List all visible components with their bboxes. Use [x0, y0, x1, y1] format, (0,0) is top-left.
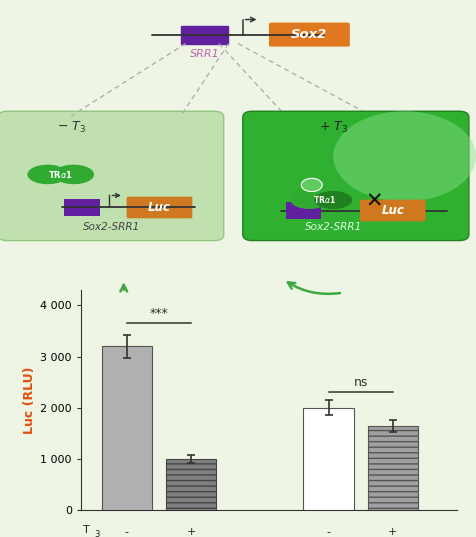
- FancyBboxPatch shape: [64, 199, 100, 216]
- FancyBboxPatch shape: [181, 26, 228, 43]
- FancyBboxPatch shape: [0, 111, 224, 241]
- Text: ✕: ✕: [365, 192, 382, 212]
- Text: $-\ T_3$: $-\ T_3$: [57, 120, 86, 135]
- FancyBboxPatch shape: [286, 202, 321, 219]
- Text: T: T: [83, 525, 90, 535]
- Ellipse shape: [28, 165, 68, 184]
- Bar: [166, 459, 216, 510]
- Ellipse shape: [53, 165, 94, 184]
- Ellipse shape: [290, 191, 328, 209]
- FancyBboxPatch shape: [269, 23, 350, 47]
- Y-axis label: Luc (RLU): Luc (RLU): [23, 366, 36, 434]
- Text: 3: 3: [95, 530, 100, 537]
- Text: Sox2-SRR1: Sox2-SRR1: [83, 222, 140, 232]
- Ellipse shape: [333, 111, 476, 201]
- Text: TR$\alpha$1: TR$\alpha$1: [313, 194, 336, 206]
- Bar: [367, 426, 418, 510]
- Bar: [101, 346, 152, 510]
- FancyBboxPatch shape: [127, 197, 192, 219]
- Text: -: -: [125, 527, 129, 536]
- Text: TR$\alpha$1: TR$\alpha$1: [48, 169, 73, 180]
- Text: ns: ns: [354, 376, 368, 389]
- Text: Luc: Luc: [148, 201, 171, 214]
- Text: -: -: [327, 527, 330, 536]
- Text: Sox2-SRR1: Sox2-SRR1: [305, 222, 362, 232]
- Bar: [303, 408, 354, 510]
- Text: ***: ***: [149, 307, 168, 320]
- Text: SRR1: SRR1: [190, 49, 219, 59]
- Text: Luc: Luc: [381, 204, 404, 217]
- Text: $+\ T_3$: $+\ T_3$: [318, 120, 348, 135]
- Text: Sox2: Sox2: [291, 28, 327, 41]
- Circle shape: [301, 178, 322, 192]
- Ellipse shape: [314, 191, 352, 209]
- Text: +: +: [186, 527, 196, 536]
- FancyBboxPatch shape: [360, 200, 426, 221]
- FancyBboxPatch shape: [243, 111, 469, 241]
- Text: +: +: [388, 527, 397, 536]
